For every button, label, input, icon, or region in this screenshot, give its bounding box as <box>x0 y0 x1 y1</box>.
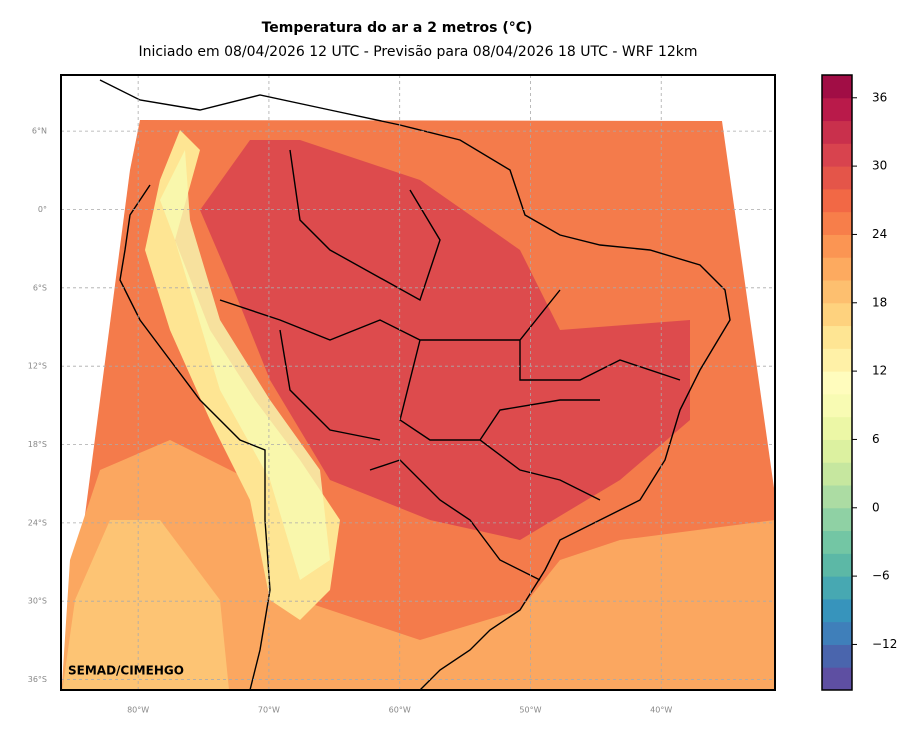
colorbar-swatch <box>822 166 852 190</box>
colorbar-swatch <box>822 621 852 645</box>
colorbar-swatch <box>822 530 852 554</box>
x-tick-label: 60°W <box>389 706 411 715</box>
colorbar-tick-label: 30 <box>872 159 887 173</box>
colorbar-swatch <box>822 371 852 395</box>
south-cool <box>61 440 775 690</box>
colorbar-swatch <box>822 462 852 486</box>
colorbar-swatch <box>822 393 852 418</box>
y-tick-label: 0° <box>38 205 47 214</box>
y-tick-label: 6°N <box>32 127 47 136</box>
colorbar-tick-label: 0 <box>872 500 880 514</box>
x-tick-label: 50°W <box>519 706 541 715</box>
y-tick-label: 6°S <box>33 283 47 292</box>
y-tick-label: 18°S <box>28 440 47 449</box>
colorbar-swatch <box>822 439 852 463</box>
colorbar-frame <box>821 74 853 691</box>
watermark: SEMAD/CIMEHGO <box>68 664 184 678</box>
colorbar-swatch <box>822 485 852 509</box>
y-tick-label: 12°S <box>28 362 47 371</box>
x-tick-label: 80°W <box>127 706 149 715</box>
colorbar-swatch <box>822 280 852 304</box>
y-tick-label: 24°S <box>28 518 47 527</box>
pacific-cool <box>62 520 229 690</box>
map-field <box>61 120 775 690</box>
coastlines <box>99 79 731 690</box>
colorbar-swatch <box>822 188 852 213</box>
colorbar-tick-label: 24 <box>872 227 887 241</box>
colorbar-swatch <box>822 576 852 600</box>
title: Temperatura do ar a 2 metros (°C) <box>262 20 533 36</box>
x-tick-label: 70°W <box>258 706 280 715</box>
colorbar-swatch <box>822 143 852 167</box>
colorbar-swatch <box>822 416 852 440</box>
andes-high <box>160 150 330 580</box>
colorbar-swatch <box>822 257 852 281</box>
colorbar-swatch <box>822 120 852 144</box>
colorbar-swatch <box>822 234 852 258</box>
colorbar-swatch <box>822 553 852 577</box>
colorbar-tick-label: 6 <box>872 432 880 446</box>
colorbar-swatch <box>822 644 852 668</box>
colorbar-tick-label: 12 <box>872 364 887 378</box>
colorbar-tick-label: −12 <box>872 637 897 651</box>
colorbar-tick-label: 18 <box>872 295 887 309</box>
colorbar-tick-label: 36 <box>872 90 887 104</box>
y-tick-label: 30°S <box>28 597 47 606</box>
colorbar-swatch <box>822 75 852 99</box>
colorbar-swatch <box>822 507 852 532</box>
colorbar-swatch <box>822 598 852 623</box>
x-tick-label: 40°W <box>650 706 672 715</box>
colorbar-swatch <box>822 667 852 691</box>
colorbar-swatch <box>822 325 852 349</box>
y-tick-label: 36°S <box>28 675 47 684</box>
colorbar-tick-label: −6 <box>872 569 890 583</box>
map-frame <box>60 74 776 691</box>
colorbar-swatch <box>822 302 852 327</box>
colorbar-swatch <box>822 348 852 372</box>
colorbar-swatch <box>822 97 852 122</box>
subtitle: Iniciado em 08/04/2026 12 UTC - Previsão… <box>138 44 697 60</box>
colorbar-swatch <box>822 211 852 235</box>
